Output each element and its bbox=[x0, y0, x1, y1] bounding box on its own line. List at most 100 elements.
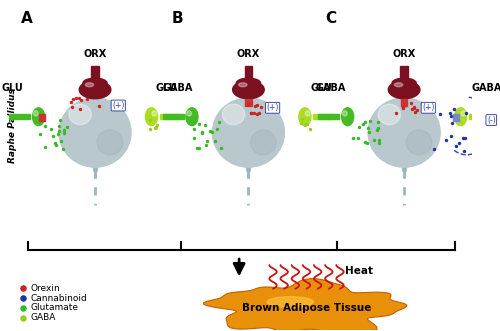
Ellipse shape bbox=[34, 111, 38, 116]
Text: ORX: ORX bbox=[392, 49, 416, 59]
Point bbox=[446, 133, 454, 138]
Point bbox=[36, 131, 44, 136]
Ellipse shape bbox=[342, 111, 347, 116]
Ellipse shape bbox=[232, 81, 264, 99]
Point bbox=[204, 138, 212, 143]
Text: GABA: GABA bbox=[472, 83, 500, 93]
Point bbox=[258, 104, 266, 110]
Point bbox=[47, 126, 55, 131]
Bar bbox=[92, 66, 99, 84]
Point bbox=[244, 102, 252, 107]
Point bbox=[446, 110, 454, 116]
Point bbox=[20, 315, 28, 320]
Point bbox=[75, 95, 83, 101]
Bar bbox=[452, 114, 459, 121]
Text: GLU: GLU bbox=[311, 83, 332, 93]
Text: GABA: GABA bbox=[162, 83, 192, 93]
Point bbox=[56, 117, 64, 122]
Ellipse shape bbox=[342, 108, 353, 126]
Text: B: B bbox=[172, 11, 183, 25]
Point bbox=[190, 136, 198, 141]
Point bbox=[67, 99, 75, 105]
Point bbox=[76, 106, 84, 111]
Point bbox=[361, 119, 369, 124]
Point bbox=[154, 122, 162, 128]
Text: A: A bbox=[20, 11, 32, 25]
Text: Glutamate: Glutamate bbox=[31, 304, 79, 312]
Point bbox=[298, 120, 306, 126]
Point bbox=[59, 146, 67, 152]
Point bbox=[412, 107, 420, 112]
Text: Cannabinoid: Cannabinoid bbox=[31, 294, 88, 303]
Point bbox=[40, 144, 48, 150]
Point bbox=[198, 130, 206, 136]
Bar bbox=[400, 66, 408, 84]
Ellipse shape bbox=[83, 78, 107, 88]
Point bbox=[360, 122, 368, 127]
Bar bbox=[162, 115, 184, 119]
Bar bbox=[10, 115, 30, 119]
Point bbox=[194, 145, 202, 151]
Ellipse shape bbox=[186, 108, 198, 126]
Point bbox=[298, 116, 306, 121]
Point bbox=[458, 136, 466, 141]
Point bbox=[84, 96, 92, 102]
Ellipse shape bbox=[146, 108, 158, 126]
Point bbox=[95, 104, 103, 109]
Point bbox=[356, 124, 364, 129]
Text: Heat: Heat bbox=[344, 266, 372, 276]
Ellipse shape bbox=[59, 98, 131, 167]
Text: ORX: ORX bbox=[237, 49, 260, 59]
Text: ORX: ORX bbox=[84, 49, 106, 59]
Ellipse shape bbox=[212, 98, 284, 167]
Ellipse shape bbox=[406, 130, 432, 155]
Point bbox=[364, 126, 372, 131]
Point bbox=[436, 111, 444, 117]
Point bbox=[366, 119, 374, 124]
Text: (+): (+) bbox=[266, 103, 279, 112]
Point bbox=[54, 131, 62, 136]
Bar bbox=[318, 115, 340, 119]
Point bbox=[49, 133, 57, 139]
Ellipse shape bbox=[79, 81, 111, 99]
Ellipse shape bbox=[32, 108, 44, 126]
Point bbox=[360, 139, 368, 145]
Point bbox=[250, 111, 258, 116]
Point bbox=[460, 148, 468, 153]
Point bbox=[447, 113, 455, 118]
Point bbox=[218, 145, 226, 151]
Point bbox=[450, 106, 458, 112]
Text: Raphe Pallidus: Raphe Pallidus bbox=[8, 88, 17, 164]
Text: GABA: GABA bbox=[31, 313, 56, 322]
Point bbox=[408, 106, 416, 111]
Point bbox=[256, 110, 264, 116]
Ellipse shape bbox=[368, 98, 440, 167]
Bar bbox=[314, 115, 334, 119]
Point bbox=[354, 136, 362, 141]
Point bbox=[198, 129, 206, 135]
Point bbox=[374, 119, 382, 124]
Point bbox=[365, 129, 373, 135]
Point bbox=[63, 125, 71, 130]
Text: GLU: GLU bbox=[2, 83, 24, 93]
Point bbox=[146, 117, 154, 122]
Point bbox=[52, 143, 60, 148]
Ellipse shape bbox=[378, 104, 400, 125]
Point bbox=[246, 110, 254, 115]
Point bbox=[375, 140, 383, 145]
Ellipse shape bbox=[461, 111, 466, 116]
Ellipse shape bbox=[454, 108, 466, 126]
Bar bbox=[401, 99, 407, 106]
Bar bbox=[469, 115, 490, 119]
Point bbox=[392, 110, 400, 116]
Ellipse shape bbox=[86, 83, 94, 87]
Point bbox=[208, 129, 216, 134]
Ellipse shape bbox=[394, 83, 402, 87]
Point bbox=[210, 138, 218, 143]
Point bbox=[69, 96, 77, 102]
Point bbox=[301, 122, 309, 127]
Point bbox=[253, 111, 261, 116]
Point bbox=[370, 137, 378, 143]
Point bbox=[58, 138, 66, 143]
Point bbox=[399, 105, 407, 111]
